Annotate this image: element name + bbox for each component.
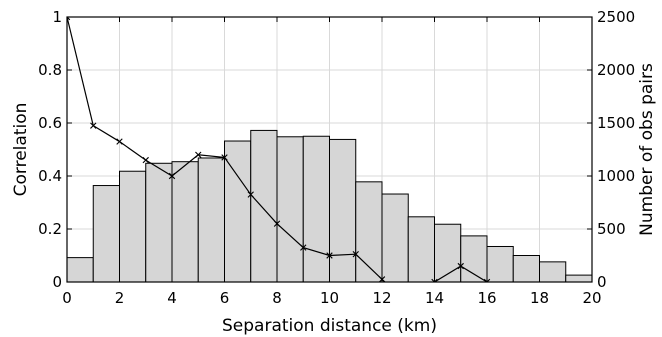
x-tick-label: 20 — [582, 289, 601, 307]
correlation-marker-stroke — [405, 300, 411, 306]
histogram-bar — [302, 135, 330, 283]
y-left-tick-label: 0.4 — [38, 167, 62, 185]
correlation-marker-stroke — [457, 262, 464, 270]
x-tick-label: 4 — [167, 289, 177, 307]
correlation-point — [90, 122, 97, 129]
y-right-tick-label: 0 — [597, 273, 607, 291]
correlation-marker-stroke — [486, 278, 491, 282]
correlation-point — [168, 172, 176, 180]
axis-ticks: 0 2 4 6 8 10 12 14 16 18 2000.20.40.60.81050010001… — [38, 8, 635, 307]
correlation-point — [326, 252, 333, 259]
histogram-bar — [250, 129, 278, 283]
x-tick-label: 14 — [425, 289, 444, 307]
x-tick-label: 12 — [372, 289, 391, 307]
y-right-tick-label: 2000 — [597, 61, 635, 79]
x-tick-label: 0 — [62, 289, 72, 307]
histogram-bar — [197, 157, 225, 283]
y-left-tick-label: 1 — [52, 8, 62, 26]
histogram-bar — [460, 235, 488, 283]
x-tick-label: 8 — [272, 289, 282, 307]
y-right-tick-label: 1500 — [597, 114, 635, 132]
correlation-marker-stroke — [352, 250, 359, 258]
correlation-marker-stroke — [168, 172, 176, 180]
correlation-marker-stroke — [405, 300, 411, 306]
correlation-point — [352, 250, 359, 258]
correlation-marker-stroke — [247, 191, 254, 198]
x-tick-label: 16 — [477, 289, 496, 307]
histogram-bar — [119, 170, 147, 283]
correlation-marker-stroke — [326, 252, 333, 259]
correlation-marker-stroke — [90, 122, 97, 129]
histogram-bar — [329, 138, 357, 283]
x-tick-label: 18 — [530, 289, 549, 307]
histogram-bar — [512, 255, 540, 283]
correlation-point — [405, 300, 411, 306]
correlation-series — [67, 17, 491, 306]
correlation-marker-stroke — [300, 244, 307, 251]
correlation-point — [195, 151, 202, 158]
correlation-marker-stroke — [483, 278, 488, 282]
x-tick-label: 2 — [115, 289, 125, 307]
histogram-bar — [145, 162, 173, 283]
correlation-point — [273, 220, 281, 227]
histogram-bar — [171, 161, 199, 283]
correlation-marker-stroke — [67, 17, 71, 21]
histogram-bar — [539, 261, 567, 283]
x-axis-label: Separation distance (km) — [222, 316, 437, 336]
correlation-point — [483, 278, 491, 282]
correlation-marker-stroke — [116, 138, 123, 145]
y-left-tick-label: 0.6 — [38, 114, 62, 132]
histogram-bars — [66, 129, 593, 283]
histogram-bar — [486, 245, 514, 283]
y-right-tick-label: 2500 — [597, 8, 635, 26]
histogram-bar — [276, 136, 304, 283]
correlation-marker-stroke — [433, 278, 438, 282]
correlation-marker-stroke — [431, 278, 436, 282]
correlation-point — [116, 138, 123, 145]
correlation-marker-stroke — [142, 156, 149, 164]
histogram-bar — [565, 274, 593, 283]
correlation-point — [300, 244, 307, 251]
correlation-marker-stroke — [221, 154, 228, 161]
histogram-bar — [66, 257, 94, 283]
correlation-point — [221, 154, 228, 161]
y-left-tick-label: 0 — [52, 273, 62, 291]
x-tick-label: 6 — [220, 289, 230, 307]
correlation-point — [247, 191, 254, 198]
histogram-bar — [92, 185, 120, 283]
y-axis-right-label: Number of obs pairs — [637, 63, 657, 236]
correlation-point — [431, 278, 438, 282]
histogram-bar — [407, 216, 435, 283]
y-axis-left-label: Correlation — [11, 103, 31, 197]
correlation-point — [457, 262, 464, 270]
correlation-point — [142, 156, 149, 164]
histogram-bar — [381, 193, 409, 283]
y-right-tick-label: 500 — [597, 220, 626, 238]
x-tick-label: 10 — [320, 289, 339, 307]
histogram-bar — [434, 223, 462, 283]
y-right-tick-label: 1000 — [597, 167, 635, 185]
correlation-marker-stroke — [273, 220, 281, 227]
y-left-tick-label: 0.2 — [38, 220, 62, 238]
correlation-marker-stroke — [195, 151, 202, 158]
correlation-point — [67, 17, 71, 21]
y-left-tick-label: 0.8 — [38, 61, 62, 79]
